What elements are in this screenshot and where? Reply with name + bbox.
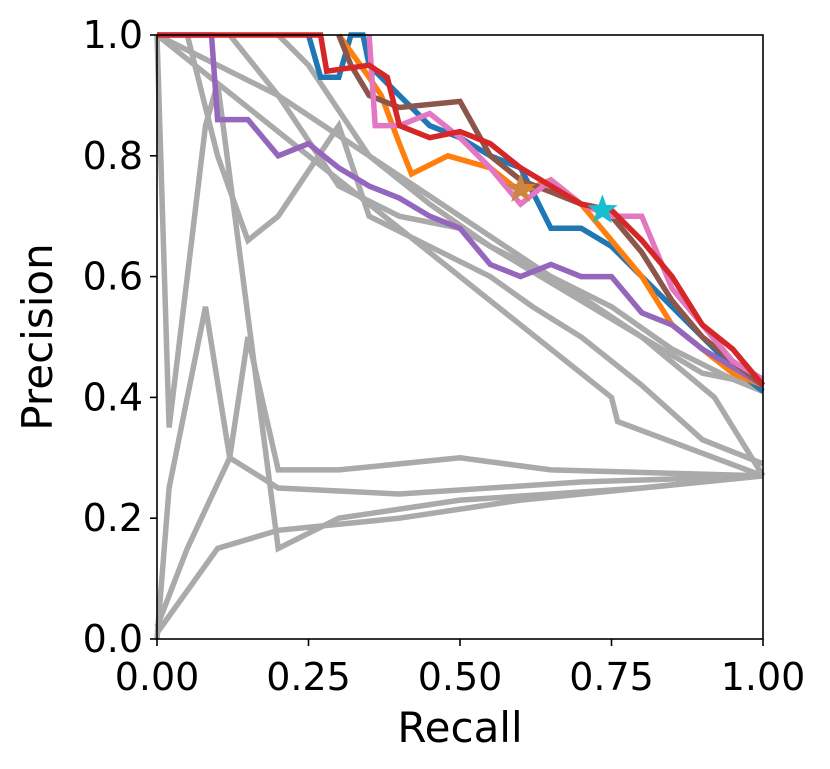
star-marker-1: [505, 173, 536, 202]
x-tick-label: 0.50: [418, 655, 503, 699]
pr-curve-5: [154, 473, 764, 635]
y-tick-label: 0.4: [83, 375, 143, 419]
markers-layer: [505, 173, 618, 224]
x-tick-label: 0.00: [115, 655, 200, 699]
x-tick-label: 1.00: [721, 655, 806, 699]
ticks-layer: 0.00 0.25 0.50 0.75 1.00 0.0 0.2 0.4 0.6 0.8 1.0: [83, 13, 806, 699]
pr-curve-6: [154, 453, 764, 628]
y-tick-label: 0.2: [83, 496, 143, 540]
y-tick-label: 0.6: [83, 255, 143, 299]
pr-curve-15: [157, 32, 766, 388]
pr-curve-1: [154, 34, 764, 553]
y-tick-label: 0.0: [83, 617, 143, 661]
x-tick-label: 0.75: [569, 655, 654, 699]
pr-curve-12: [157, 32, 765, 388]
pr-curve-13: [336, 33, 765, 388]
x-axis-label: Recall: [397, 703, 522, 752]
pr-curve-4: [154, 306, 764, 640]
x-tick-label: 0.25: [266, 655, 351, 699]
y-tick-label: 1.0: [83, 13, 143, 57]
y-tick-label: 0.8: [83, 134, 143, 178]
star-marker-2: [587, 194, 618, 224]
pr-curve-3: [155, 32, 764, 479]
pr-curve-9: [276, 33, 765, 394]
pr-curve-7: [184, 34, 765, 467]
y-axis-label: Precision: [13, 243, 62, 430]
curves-layer: [154, 32, 766, 640]
